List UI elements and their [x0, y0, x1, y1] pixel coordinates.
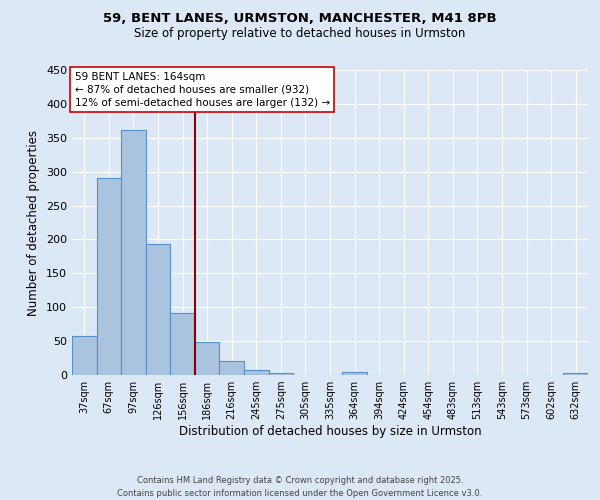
Bar [72, 336, 97, 375]
Bar [563, 373, 588, 375]
X-axis label: Distribution of detached houses by size in Urmston: Distribution of detached houses by size … [179, 425, 481, 438]
Bar [97, 178, 121, 375]
Bar [342, 372, 367, 375]
Bar [220, 362, 244, 375]
Text: Size of property relative to detached houses in Urmston: Size of property relative to detached ho… [134, 28, 466, 40]
Text: Contains HM Land Registry data © Crown copyright and database right 2025.
Contai: Contains HM Land Registry data © Crown c… [118, 476, 482, 498]
Text: 59 BENT LANES: 164sqm
← 87% of detached houses are smaller (932)
12% of semi-det: 59 BENT LANES: 164sqm ← 87% of detached … [74, 72, 330, 108]
Bar [170, 312, 195, 375]
Y-axis label: Number of detached properties: Number of detached properties [28, 130, 40, 316]
Bar [146, 244, 170, 375]
Bar [269, 373, 293, 375]
Bar [121, 130, 146, 375]
Text: 59, BENT LANES, URMSTON, MANCHESTER, M41 8PB: 59, BENT LANES, URMSTON, MANCHESTER, M41… [103, 12, 497, 26]
Bar [195, 342, 220, 375]
Bar [244, 370, 269, 375]
